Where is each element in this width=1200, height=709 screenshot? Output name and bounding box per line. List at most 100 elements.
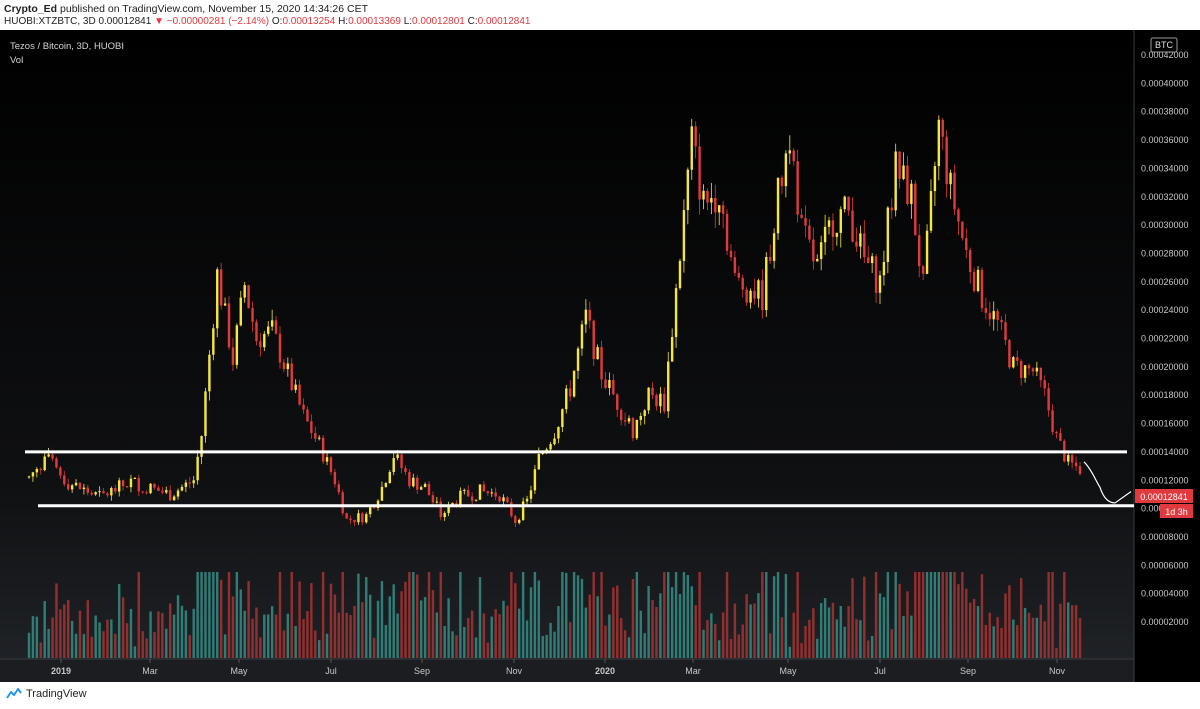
volume-bar [870,635,874,658]
volume-bar [416,574,419,658]
candle-body [474,499,478,501]
price-chart[interactable]: 0.00002000 0.00004000 0.00006000 0.00008000… [0,30,1200,682]
candle-body [823,226,827,243]
candle-body [753,290,756,299]
candle-body [353,519,356,523]
volume-bar [306,611,309,658]
volume-bar [863,576,866,658]
volume-bar [443,626,446,658]
volume-bar [568,622,572,658]
candle-body [349,518,352,520]
volume-bar [325,633,329,658]
candle-body [149,483,152,494]
volume-bar [78,610,82,658]
volume-bar [412,572,415,658]
candle-body [521,501,525,520]
tradingview-logo[interactable]: TradingView [6,688,87,700]
volume-bar [459,572,462,658]
candle-body [372,507,376,509]
candle-body [514,516,517,523]
candle-body [655,395,658,407]
volume-bar [643,633,646,658]
time-tick-label: Nov [506,666,523,676]
volume-bar [906,591,909,658]
candle-body [819,242,823,259]
volume-bar [180,605,184,658]
candle-body [345,513,348,519]
candle-body [776,177,780,234]
volume-bar [133,646,137,658]
candle-body [639,415,642,420]
volume-bar [63,604,66,658]
volume-bar [949,572,952,658]
volume-bar [321,572,325,658]
currency-badge[interactable]: BTC [1150,37,1178,53]
volume-bar [992,626,995,658]
candle-body [972,271,976,291]
volume-bar [235,572,239,658]
volume-bar [376,600,380,658]
candle-body [725,213,729,251]
candle-body [223,303,227,306]
candle-body [423,484,427,488]
candle-body [529,490,533,499]
volume-bar [772,576,776,658]
volume-bar [1004,593,1007,658]
price-tick-label: 0.00008000 [1141,532,1189,542]
candle-body [286,363,290,370]
candle-body [659,393,662,407]
close-value: 0.00012841 [477,16,531,27]
volume-bar [353,605,356,658]
price-tick-label: 0.00004000 [1141,589,1189,599]
volume-bar [259,637,262,658]
volume-bar [400,591,403,658]
price-tick-label: 0.00014000 [1141,447,1189,457]
volume-bar [286,613,290,658]
candle-body [835,232,839,237]
price-axis-ticks[interactable]: 0.00002000 0.00004000 0.00006000 0.00008000… [1141,50,1189,627]
volume-bar [592,572,595,658]
time-axis-ticks[interactable]: 2019 Mar May Jul Sep Nov 2020 Mar May Jul Sep Nov [51,659,1066,676]
author-name[interactable]: Crypto_Ed [4,3,58,15]
candle-body [710,197,713,203]
volume-bar [227,572,231,658]
volume-bar [925,572,929,658]
candle-body [541,452,544,455]
volume-bar [510,572,513,658]
volume-bar [619,618,623,658]
volume-bar [674,572,678,658]
candle-body [467,489,470,497]
price-tick-label: 0.00040000 [1141,78,1189,88]
candle-body [447,504,450,514]
candle-body [216,269,219,329]
volume-bar [431,590,435,658]
candle-body [953,172,956,210]
low-value: 0.00012801 [412,16,465,27]
volume-bar [737,634,741,658]
volume-bar [439,572,442,658]
last-price-tag-label: 0.00012841 [1140,492,1188,502]
candle-body [898,151,901,179]
volume-bar [757,593,760,658]
candle-body [427,484,431,496]
volume-legend: Vol [10,55,23,66]
volume-bar [721,612,725,658]
candle-body [749,290,752,303]
volume-bar [463,626,466,658]
candle-body [627,418,631,422]
volume-bar [816,638,819,658]
candle-body [910,183,913,204]
candle-body [949,172,952,185]
symbol-prefix: HUOBI:XTZBTC, 3D [4,16,96,27]
volume-bar [251,618,254,658]
candle-body [980,269,984,309]
volume-bar [368,594,372,658]
tradingview-brand: TradingView [26,688,87,700]
candle-body [882,261,886,276]
volume-bar [667,572,670,658]
candle-body [270,320,274,327]
candle-body [878,275,882,293]
price-tick-label: 0.00016000 [1141,419,1189,429]
volume-bar [894,572,897,658]
volume-bar [39,642,42,658]
